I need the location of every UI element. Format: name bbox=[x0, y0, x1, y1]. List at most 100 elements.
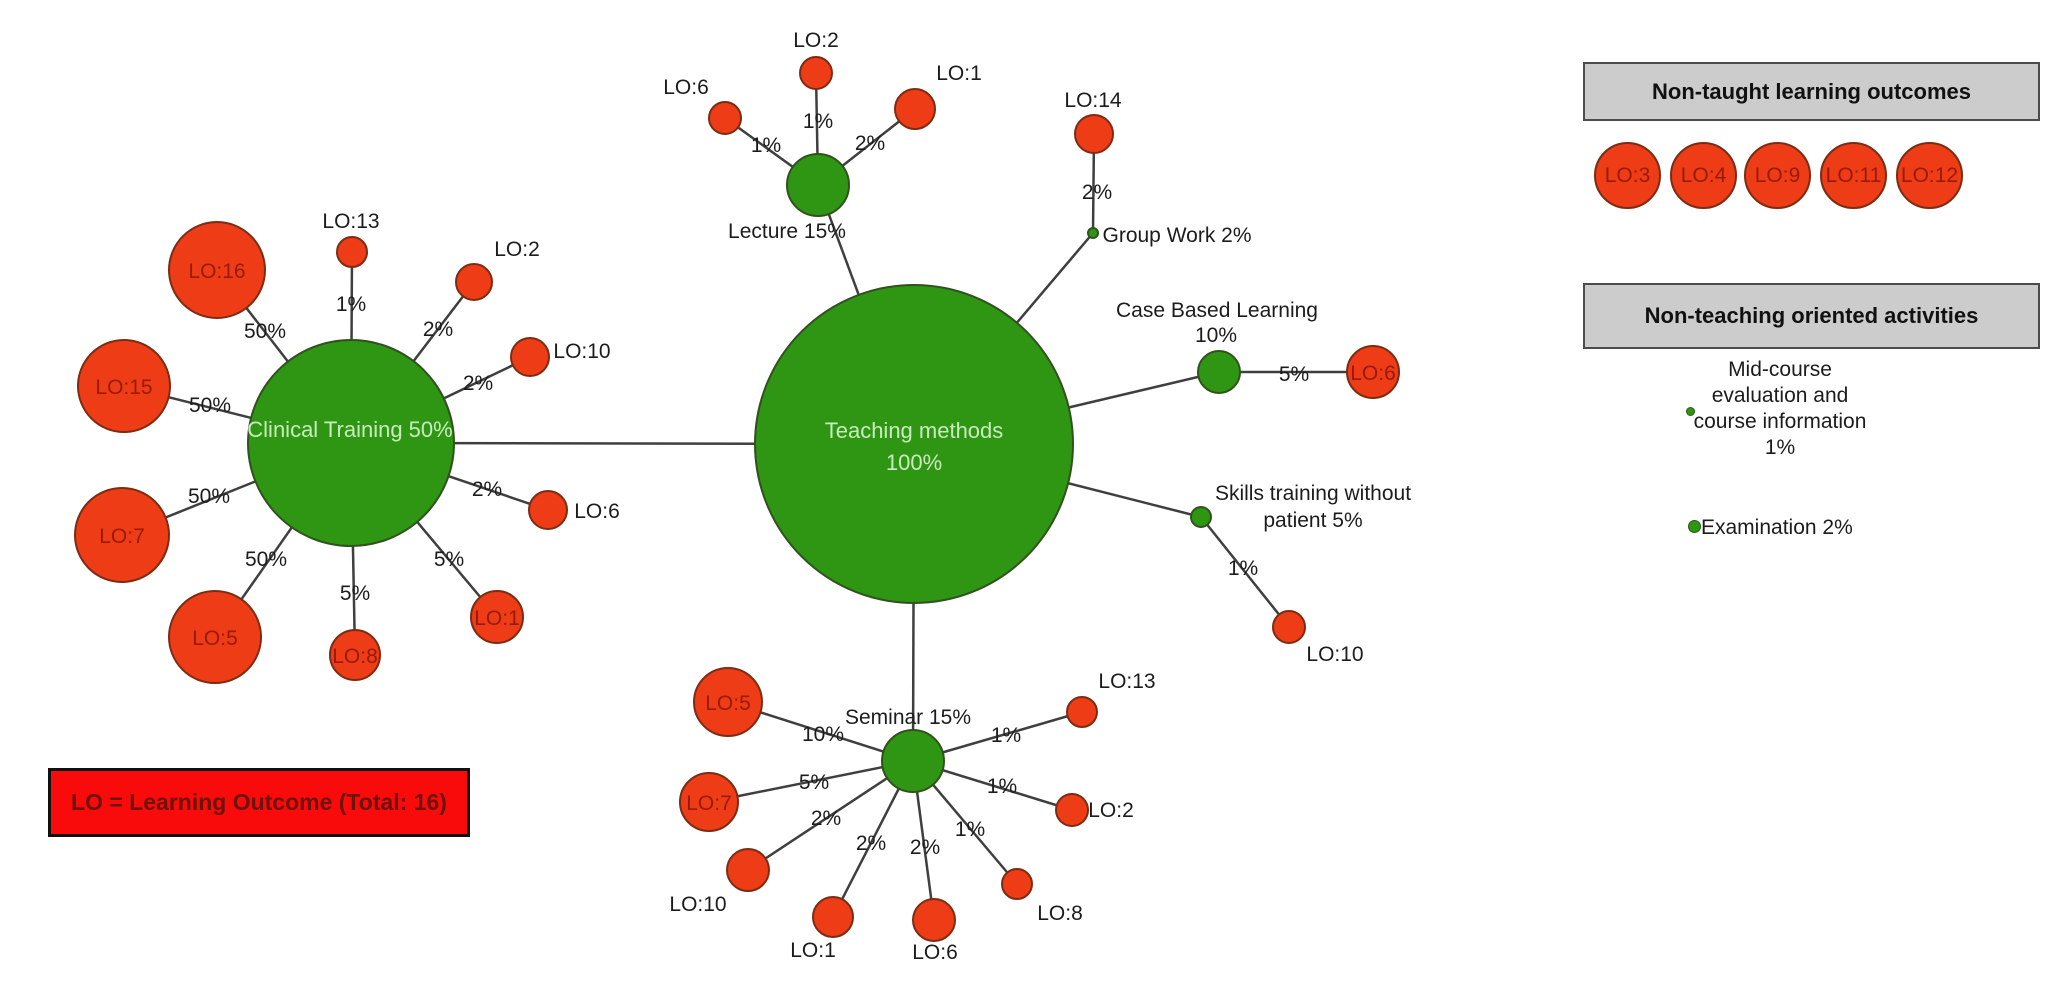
lo-label: LO:10 bbox=[553, 340, 610, 363]
node-clinical-lo16 bbox=[168, 221, 266, 319]
node-clinical-lo8 bbox=[329, 629, 381, 681]
edge-percent-label: 2% bbox=[855, 132, 885, 155]
edge-percent-label: 1% bbox=[1228, 557, 1258, 580]
node-seminar-lo2 bbox=[1055, 793, 1089, 827]
examination-label: Examination 2% bbox=[1701, 516, 1853, 539]
edge-percent-label: 2% bbox=[1082, 181, 1112, 204]
lo-label: LO:6 bbox=[912, 941, 958, 964]
lo-label: LO:5 bbox=[705, 692, 751, 715]
lo-label: LO:7 bbox=[99, 525, 145, 548]
lecture-label: Lecture 15% bbox=[728, 220, 846, 243]
node-seminar bbox=[881, 729, 945, 793]
legend-lo3-circle: LO:3 bbox=[1594, 142, 1661, 209]
legend-lo12-circle: LO:12 bbox=[1896, 142, 1963, 209]
node-seminar-lo6 bbox=[912, 898, 956, 942]
skills-training-label-line2: patient 5% bbox=[1263, 509, 1362, 532]
node-seminar-lo8 bbox=[1001, 868, 1033, 900]
lo-definition-note: LO = Learning Outcome (Total: 16) bbox=[48, 768, 470, 837]
edge-percent-label: 1% bbox=[987, 775, 1017, 798]
lo-label: LO:6 bbox=[1350, 362, 1396, 385]
lo-label: LO:16 bbox=[188, 260, 245, 283]
case-based-learning-percent: 10% bbox=[1195, 324, 1237, 347]
teaching-methods-percent: 100% bbox=[886, 450, 942, 475]
edge-percent-label: 2% bbox=[463, 372, 493, 395]
node-seminar-lo13 bbox=[1066, 696, 1098, 728]
node-group-work bbox=[1087, 227, 1099, 239]
legend-lo9-circle: LO:9 bbox=[1744, 142, 1811, 209]
node-case-based-learning bbox=[1197, 350, 1241, 394]
skills-training-label-line1: Skills training without bbox=[1215, 482, 1411, 505]
non-teaching-activities-header: Non-teaching oriented activities bbox=[1583, 283, 2040, 349]
case-based-learning-label: Case Based Learning bbox=[1116, 299, 1318, 322]
lo-label: LO:10 bbox=[669, 893, 726, 916]
edge-percent-label: 50% bbox=[188, 485, 230, 508]
node-seminar-lo7 bbox=[679, 772, 739, 832]
examination-dot bbox=[1688, 520, 1701, 533]
lo-label: LO:5 bbox=[192, 627, 238, 650]
node-lecture bbox=[786, 153, 850, 217]
midcourse-label: Mid-course evaluation and course informa… bbox=[1693, 358, 1867, 459]
edge-percent-label: 5% bbox=[340, 582, 370, 605]
node-seminar-lo1 bbox=[812, 896, 854, 938]
node-clinical-lo1 bbox=[470, 590, 524, 644]
non-taught-outcomes-header: Non-taught learning outcomes bbox=[1583, 62, 2040, 121]
lo-label: LO:14 bbox=[1064, 89, 1122, 112]
seminar-label: Seminar 15% bbox=[845, 706, 971, 729]
lo-label: LO:15 bbox=[95, 376, 152, 399]
edge-percent-label: 1% bbox=[991, 724, 1021, 747]
lo-label: LO:10 bbox=[1306, 643, 1363, 666]
node-clinical-lo13 bbox=[336, 236, 368, 268]
edge-percent-label: 50% bbox=[189, 394, 231, 417]
node-clinical-lo6 bbox=[528, 490, 568, 530]
node-clinical-training bbox=[247, 339, 455, 547]
edge-percent-label: 2% bbox=[910, 836, 940, 859]
node-clinical-lo15 bbox=[77, 339, 171, 433]
node-groupwork-lo14 bbox=[1074, 114, 1114, 154]
node-teaching-methods bbox=[754, 284, 1074, 604]
edge-percent-label: 5% bbox=[434, 548, 464, 571]
node-lecture-lo1 bbox=[894, 88, 936, 130]
lo-label: LO:6 bbox=[574, 500, 620, 523]
edge-percent-label: 50% bbox=[244, 320, 286, 343]
edge-percent-label: 50% bbox=[245, 548, 287, 571]
clinical-training-label: Clinical Training 50% bbox=[247, 417, 452, 442]
teaching-methods-title: Teaching methods bbox=[825, 418, 1004, 443]
legend-lo11-circle: LO:11 bbox=[1820, 142, 1887, 209]
legend-lo11-label: LO:11 bbox=[1825, 163, 1882, 187]
lo-label: LO:2 bbox=[1088, 799, 1134, 822]
legend-lo12-label: LO:12 bbox=[1900, 163, 1959, 187]
node-skills-training bbox=[1190, 506, 1212, 528]
node-skills-lo10 bbox=[1272, 610, 1306, 644]
node-seminar-lo10 bbox=[726, 848, 770, 892]
edge-line bbox=[1200, 516, 1290, 628]
lo-label: LO:8 bbox=[1037, 902, 1083, 925]
lo-label: LO:1 bbox=[474, 607, 520, 630]
edge-percent-label: 1% bbox=[955, 818, 985, 841]
edge-percent-label: 1% bbox=[336, 293, 366, 316]
lo-label: LO:1 bbox=[936, 62, 982, 85]
lo-label: LO:8 bbox=[332, 645, 378, 668]
edge-percent-label: 5% bbox=[1279, 363, 1309, 386]
lo-label: LO:1 bbox=[790, 939, 836, 962]
non-teaching-activities-title: Non-teaching oriented activities bbox=[1644, 303, 1979, 328]
node-seminar-lo5 bbox=[693, 667, 763, 737]
node-clinical-lo2 bbox=[455, 263, 493, 301]
midcourse-dot bbox=[1686, 407, 1695, 416]
node-lecture-lo2 bbox=[799, 56, 833, 90]
legend-lo9-label: LO:9 bbox=[1754, 163, 1801, 187]
non-taught-outcomes-title: Non-taught learning outcomes bbox=[1652, 78, 1971, 104]
edge-percent-label: 10% bbox=[802, 723, 844, 746]
legend-lo4-circle: LO:4 bbox=[1670, 142, 1737, 209]
edge-percent-label: 2% bbox=[423, 318, 453, 341]
group-work-label: Group Work 2% bbox=[1103, 224, 1252, 247]
lo-label: LO:13 bbox=[1098, 670, 1155, 693]
edge-percent-label: 2% bbox=[856, 832, 886, 855]
edge-line bbox=[708, 759, 914, 804]
edge-percent-label: 1% bbox=[803, 110, 833, 133]
node-lecture-lo6 bbox=[708, 101, 742, 135]
node-cbl-lo6 bbox=[1346, 345, 1400, 399]
edge-percent-label: 5% bbox=[799, 771, 829, 794]
node-clinical-lo5 bbox=[168, 590, 262, 684]
